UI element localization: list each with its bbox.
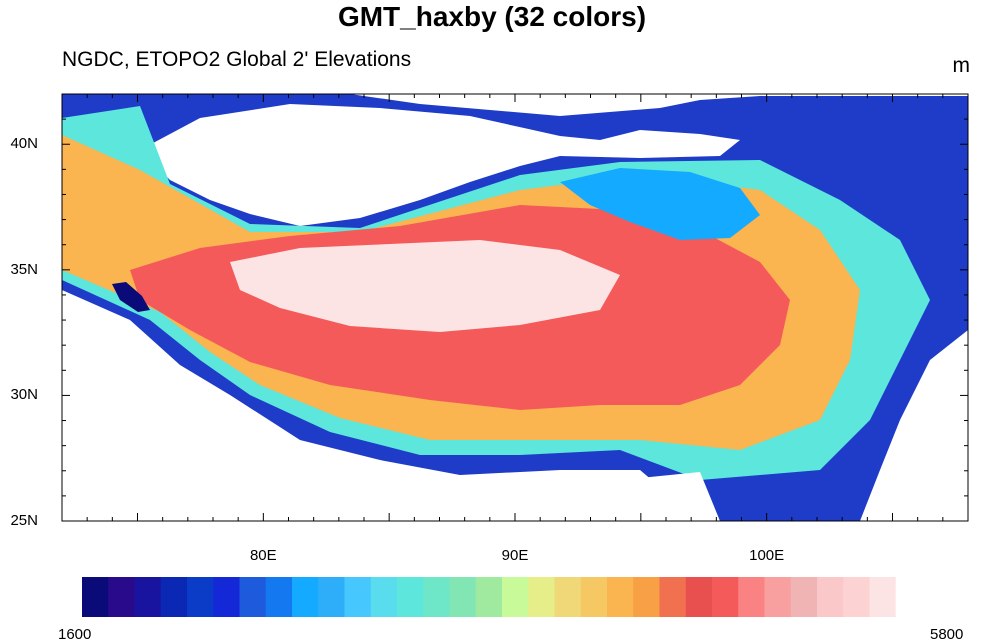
colorbar-swatch <box>685 577 713 617</box>
colorbar-min-label: 1600 <box>58 626 92 643</box>
left-subtitle: NGDC, ETOPO2 Global 2' Elevations <box>62 48 412 71</box>
colorbar-max-label: 5800 <box>930 626 964 643</box>
colorbar-swatch <box>134 577 162 617</box>
colorbar-swatch <box>160 577 188 617</box>
colorbar-swatch <box>659 577 687 617</box>
terrain-peaks-white <box>230 240 620 332</box>
lake-feature <box>112 282 150 312</box>
colorbar-swatch <box>790 577 818 617</box>
colorbar-swatch <box>712 577 739 617</box>
colorbar-swatch <box>397 577 424 617</box>
colorbar-swatch <box>580 577 608 617</box>
colorbar-swatch <box>187 577 214 617</box>
longitude-label: 80E <box>249 547 277 564</box>
colorbar-swatch <box>607 577 634 617</box>
colorbar-swatch <box>82 577 109 617</box>
colorbar-swatch <box>213 577 240 617</box>
latitude-label: 25N <box>10 512 38 529</box>
colorbar-swatch <box>764 577 792 617</box>
colorbar-swatch <box>108 577 135 617</box>
latitude-label: 30N <box>10 386 38 404</box>
units-label: m <box>952 54 971 77</box>
colorbar-swatch <box>738 577 765 617</box>
tarim-basin <box>140 104 740 226</box>
latitude-label: 40N <box>10 135 38 153</box>
longitude-label: 90E <box>501 547 529 564</box>
colorbar-swatch <box>475 577 503 617</box>
southeast-lowland <box>560 472 720 521</box>
colorbar-swatch <box>869 577 897 617</box>
colorbar-swatch <box>843 577 870 617</box>
longitude-label: 100E <box>749 547 785 564</box>
colorbar-swatch <box>449 577 477 617</box>
colorbar-swatch <box>292 577 319 617</box>
map-ticks <box>61 93 969 522</box>
colorbar-swatch <box>265 577 293 617</box>
colorbar-swatch <box>423 577 450 617</box>
colorbar-swatch <box>528 577 555 617</box>
colorbar-swatch <box>817 577 844 617</box>
colorbar-swatch <box>370 577 398 617</box>
terrain-layer <box>62 94 968 521</box>
colorbar-swatch <box>633 577 660 617</box>
colorbar-swatch <box>895 577 922 617</box>
qaidam-basin <box>560 168 760 240</box>
colorbar-swatch <box>318 577 345 617</box>
colorbar <box>82 577 922 617</box>
colorbar-swatch <box>344 577 372 617</box>
colorbar-swatch <box>554 577 582 617</box>
colorbar-swatch <box>502 577 529 617</box>
latitude-label: 35N <box>10 260 38 278</box>
plot-title: GMT_haxby (32 colors) <box>337 1 647 32</box>
colorbar-swatch <box>239 577 267 617</box>
